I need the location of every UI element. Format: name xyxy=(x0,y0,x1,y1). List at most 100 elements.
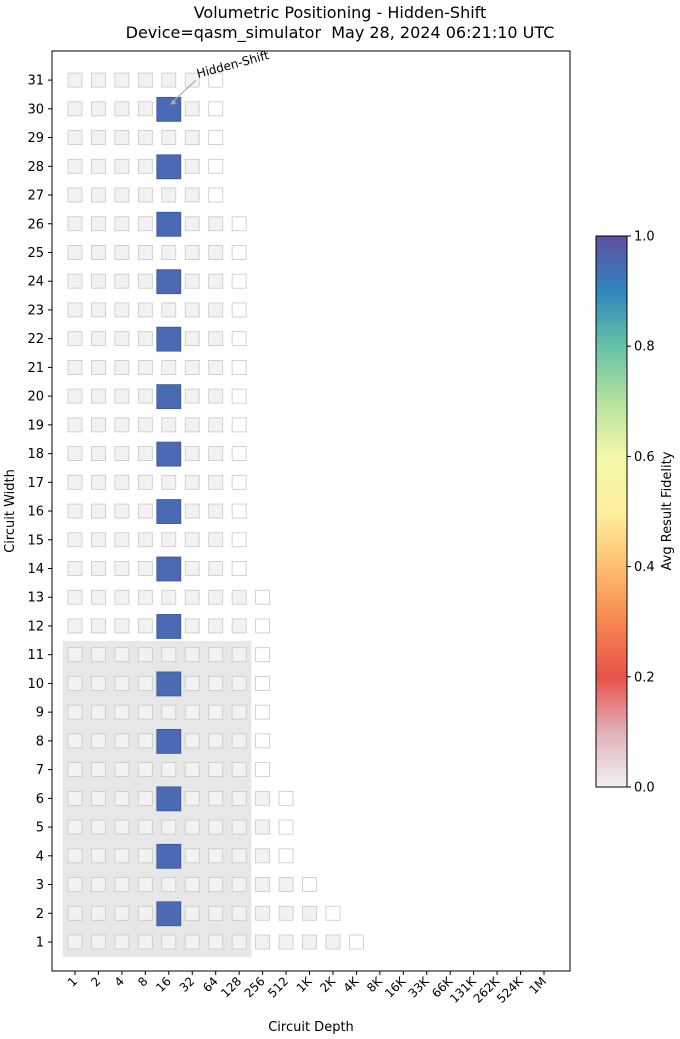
x-tick-label: 524K xyxy=(494,973,526,1005)
volume-cell xyxy=(67,819,83,835)
x-tick-label: 33K xyxy=(406,973,433,1000)
x-tick-label: 4K xyxy=(341,973,363,995)
volume-cell xyxy=(231,245,247,260)
volume-cell xyxy=(91,245,106,260)
volume-cell xyxy=(67,503,83,519)
volume-cell xyxy=(231,676,247,691)
y-tick-label: 6 xyxy=(36,792,44,807)
volume-cell xyxy=(137,359,153,375)
volume-cell xyxy=(91,417,106,433)
volume-cell xyxy=(67,905,83,921)
volume-cell xyxy=(161,819,177,835)
result-marker xyxy=(156,499,182,524)
volume-cell xyxy=(114,446,130,461)
volume-cell xyxy=(91,359,106,375)
x-tick-label: 256 xyxy=(242,974,268,1000)
volume-cell xyxy=(325,934,341,950)
volume-cell xyxy=(91,216,106,232)
volume-cell xyxy=(184,187,200,203)
volume-cell xyxy=(184,762,200,778)
volume-cell xyxy=(114,733,130,749)
volume-cell xyxy=(208,877,224,892)
y-tick-label: 10 xyxy=(27,677,44,692)
volume-cell xyxy=(67,130,83,145)
colorbar-tick-label: 0.0 xyxy=(634,781,655,796)
volume-cell xyxy=(184,72,200,88)
volume-cell xyxy=(184,273,200,289)
volume-cell xyxy=(114,819,130,835)
volume-cell xyxy=(91,848,106,864)
result-marker xyxy=(156,614,182,639)
volume-cell xyxy=(184,503,200,519)
volume-cell xyxy=(231,877,247,892)
volume-cell xyxy=(208,618,224,634)
volume-cell xyxy=(114,790,130,806)
volume-cell xyxy=(137,158,153,174)
volume-cell xyxy=(67,934,83,950)
volume-cell xyxy=(278,877,294,892)
volume-cell xyxy=(137,561,153,576)
colorbar xyxy=(595,235,628,788)
volume-cell xyxy=(67,474,83,490)
volume-cell xyxy=(91,446,106,461)
volume-cell xyxy=(137,417,153,433)
volume-cell xyxy=(255,676,271,691)
x-tick-label: 4 xyxy=(112,974,127,989)
x-tick-label: 8 xyxy=(135,974,150,989)
y-tick-label: 16 xyxy=(27,505,44,520)
volume-cell xyxy=(91,273,106,289)
volume-cell xyxy=(302,905,317,921)
volume-cell xyxy=(208,762,224,778)
y-tick-label: 17 xyxy=(27,476,44,491)
volume-cell xyxy=(114,647,130,663)
y-tick-label: 15 xyxy=(27,533,44,548)
volume-cell xyxy=(114,589,130,605)
volume-cell xyxy=(161,359,177,375)
volume-cell xyxy=(91,905,106,921)
volume-cell xyxy=(161,532,177,548)
volume-cell xyxy=(184,532,200,548)
y-tick-label: 2 xyxy=(36,907,44,922)
volume-cell xyxy=(208,934,224,950)
volume-cell xyxy=(114,618,130,634)
volume-cell xyxy=(184,561,200,576)
volume-cell xyxy=(114,704,130,720)
volume-cell xyxy=(114,302,130,318)
volume-cell xyxy=(184,446,200,461)
volume-cell xyxy=(67,704,83,720)
volume-cell xyxy=(67,417,83,433)
volume-cell xyxy=(114,561,130,576)
colorbar-tick-label: 0.8 xyxy=(634,340,655,355)
y-axis-label: Circuit Width xyxy=(3,469,18,553)
volume-cell xyxy=(231,561,247,576)
volume-cell xyxy=(91,72,106,88)
volume-cell xyxy=(208,158,224,174)
volume-cell xyxy=(302,934,317,950)
volume-cell xyxy=(91,532,106,548)
x-tick-label: 16K xyxy=(382,973,409,1000)
volume-cell xyxy=(137,676,153,691)
volume-cell xyxy=(184,331,200,347)
volume-cell xyxy=(67,359,83,375)
volume-cell xyxy=(114,474,130,490)
volume-cell xyxy=(137,819,153,835)
volume-cell xyxy=(184,704,200,720)
volume-cell xyxy=(161,647,177,663)
volume-cell xyxy=(67,302,83,318)
volume-cell xyxy=(67,273,83,289)
x-tick-label: 128 xyxy=(218,974,244,1000)
volume-cell xyxy=(184,848,200,864)
volume-cell xyxy=(278,848,294,864)
volume-cell xyxy=(67,532,83,548)
volume-cell xyxy=(114,417,130,433)
x-tick-label: 64 xyxy=(200,974,221,995)
volume-cell xyxy=(231,647,247,663)
volume-cell xyxy=(91,589,106,605)
volume-cell xyxy=(114,273,130,289)
volume-cell xyxy=(67,158,83,174)
x-tick-label: 16 xyxy=(153,974,174,995)
volume-cell xyxy=(184,101,200,117)
volume-cell xyxy=(91,474,106,490)
volume-cell xyxy=(161,589,177,605)
volume-cell xyxy=(231,503,247,519)
